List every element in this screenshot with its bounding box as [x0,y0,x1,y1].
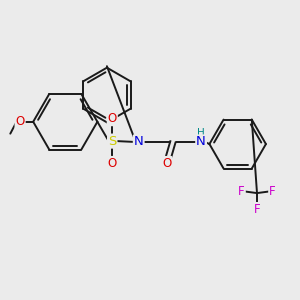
Text: O: O [16,115,25,128]
Text: F: F [238,184,245,197]
Text: F: F [269,184,276,197]
Text: N: N [134,136,144,148]
Text: O: O [108,112,117,125]
Text: H: H [197,128,204,138]
Text: F: F [254,203,260,216]
Text: O: O [162,157,171,170]
Text: S: S [108,135,116,148]
Text: O: O [108,157,117,170]
Text: N: N [196,136,206,148]
